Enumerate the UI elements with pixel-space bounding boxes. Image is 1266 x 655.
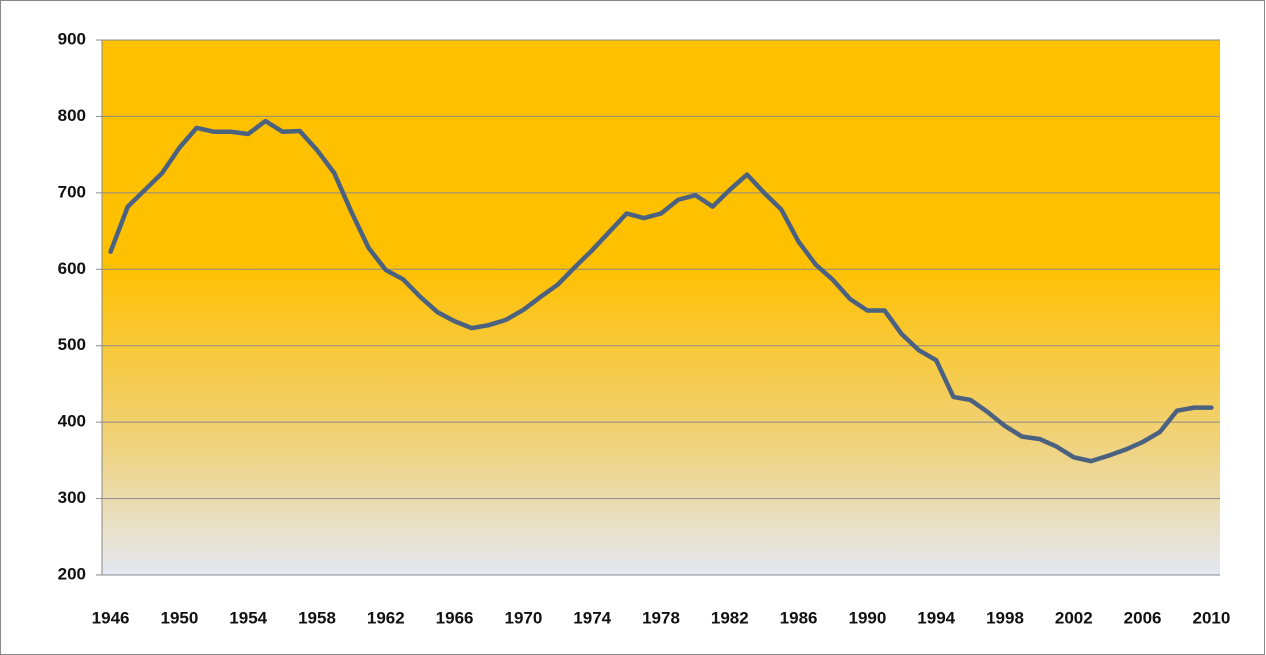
x-tick-label: 1966 (436, 608, 474, 627)
x-tick-label: 1970 (504, 608, 542, 627)
y-tick-label: 300 (58, 488, 86, 507)
x-tick-label: 1946 (92, 608, 130, 627)
x-tick-label: 2006 (1124, 608, 1162, 627)
x-tick-label: 1998 (986, 608, 1024, 627)
data-line (108, 118, 1214, 464)
y-tick-label: 400 (58, 412, 86, 431)
y-tick-label: 700 (58, 182, 86, 201)
x-tick-label: 1982 (711, 608, 749, 627)
x-tick-label: 1974 (573, 608, 611, 627)
x-tick-label: 1978 (642, 608, 680, 627)
y-tick-label: 500 (58, 335, 86, 354)
x-tick-label: 1950 (160, 608, 198, 627)
y-tick-label: 600 (58, 259, 86, 278)
x-tick-label: 2002 (1055, 608, 1093, 627)
y-tick-label: 900 (58, 29, 86, 48)
y-tick-label: 200 (58, 564, 86, 583)
x-tick-label: 1954 (229, 608, 267, 627)
x-tick-label: 1990 (848, 608, 886, 627)
x-tick-label: 1962 (367, 608, 405, 627)
x-tick-label: 1994 (917, 608, 955, 627)
plot-area (102, 40, 1220, 575)
x-tick-label: 1958 (298, 608, 336, 627)
y-tick-label: 800 (58, 106, 86, 125)
x-tick-label: 2010 (1192, 608, 1230, 627)
x-tick-label: 1986 (780, 608, 818, 627)
